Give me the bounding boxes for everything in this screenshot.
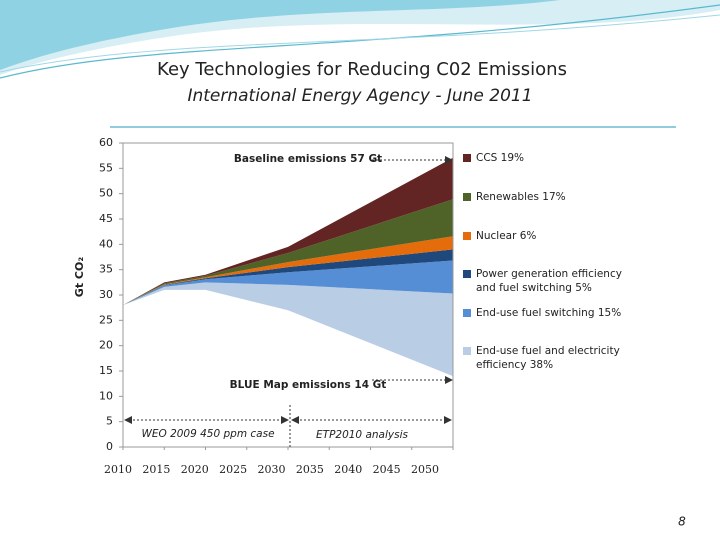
annotation: Baseline emissions 57 Gt xyxy=(234,153,382,165)
y-tick-label: 55 xyxy=(99,161,113,174)
area-layer xyxy=(123,236,453,306)
legend-item: Power generation efficiency and fuel swi… xyxy=(463,267,643,295)
x-tick-label: 2015 xyxy=(142,463,170,476)
header-curve xyxy=(0,14,720,73)
legend-label: Power generation efficiency and fuel swi… xyxy=(476,268,622,294)
y-tick-label: 50 xyxy=(99,187,113,200)
x-tick-label: 2035 xyxy=(296,463,324,476)
x-tick-label: 2020 xyxy=(181,463,209,476)
annotation: BLUE Map emissions 14 Gt xyxy=(230,379,387,391)
legend-swatch xyxy=(463,232,471,240)
y-tick-label: 30 xyxy=(99,288,113,301)
y-tick-label: 10 xyxy=(99,389,113,402)
x-tick-label: 2040 xyxy=(334,463,362,476)
y-axis-label: Gt CO₂ xyxy=(73,257,86,298)
x-tick-label: 2050 xyxy=(411,463,439,476)
area-layer xyxy=(123,260,453,306)
legend-swatch xyxy=(463,309,471,317)
legend-swatch xyxy=(463,347,471,355)
area-layer xyxy=(123,282,453,377)
x-tick-label: 2045 xyxy=(373,463,401,476)
legend-label: End-use fuel switching 15% xyxy=(476,307,622,319)
y-tick-label: 15 xyxy=(99,364,113,377)
legend-item: Renewables 17% xyxy=(463,190,643,204)
annotation: WEO 2009 450 ppm case xyxy=(141,428,274,440)
legend-swatch xyxy=(463,270,471,278)
y-tick-label: 60 xyxy=(99,136,113,149)
x-tick-label: 2030 xyxy=(258,463,286,476)
legend-item: End-use fuel and electricity efficiency … xyxy=(463,344,643,372)
page-number: 8 xyxy=(678,515,686,529)
y-tick-label: 20 xyxy=(99,339,113,352)
legend-label: End-use fuel and electricity efficiency … xyxy=(476,345,620,371)
subtitle: International Energy Agency - June 2011 xyxy=(187,86,532,106)
legend-swatch xyxy=(463,193,471,201)
y-tick-label: 25 xyxy=(99,313,113,326)
header-swoosh xyxy=(0,0,560,70)
x-tick-label: 2025 xyxy=(219,463,247,476)
y-tick-label: 5 xyxy=(106,415,113,428)
y-tick-label: 40 xyxy=(99,237,113,250)
area-layer xyxy=(123,249,453,306)
y-tick-label: 45 xyxy=(99,212,113,225)
legend-label: Nuclear 6% xyxy=(476,230,537,242)
legend-label: Renewables 17% xyxy=(476,191,566,203)
area-layer xyxy=(123,289,453,447)
legend-swatch xyxy=(463,154,471,162)
annotation: ETP2010 analysis xyxy=(316,429,408,441)
legend-item: CCS 19% xyxy=(463,151,643,165)
header-curve xyxy=(0,4,720,79)
y-tick-label: 0 xyxy=(106,440,113,453)
y-tick-label: 35 xyxy=(99,263,113,276)
legend-item: Nuclear 6% xyxy=(463,229,643,243)
legend-item: End-use fuel switching 15% xyxy=(463,306,643,320)
x-tick-label: 2010 xyxy=(104,463,132,476)
title: Key Technologies for Reducing C02 Emissi… xyxy=(157,59,567,80)
legend-label: CCS 19% xyxy=(476,152,525,164)
